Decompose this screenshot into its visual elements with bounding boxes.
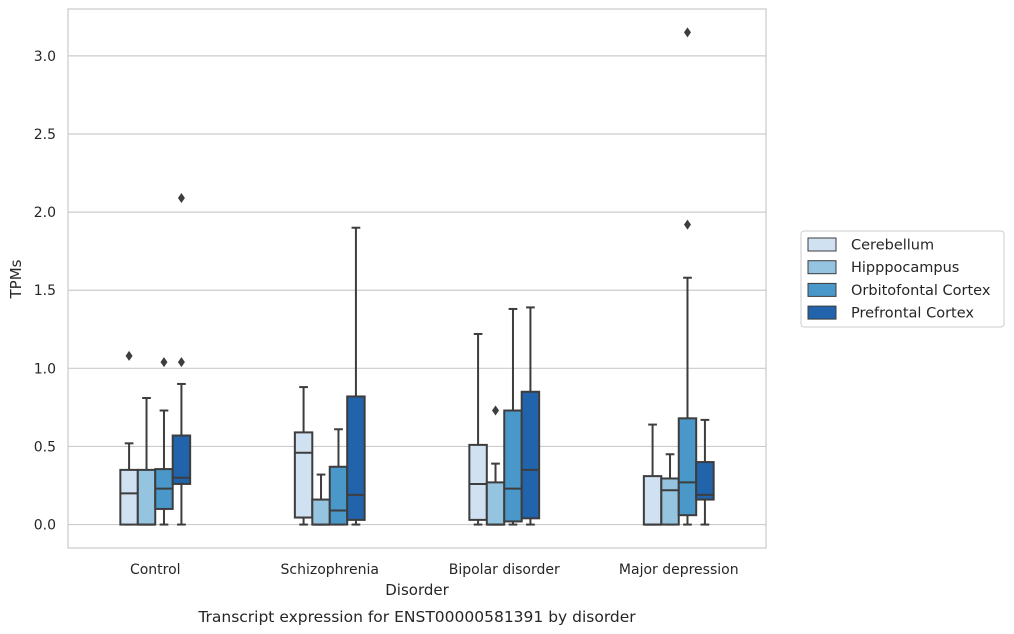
y-tick-label: 2.5 <box>34 127 56 143</box>
x-tick-label: Schizophrenia <box>281 562 379 578</box>
box-hipppocampus <box>485 405 506 526</box>
plot-frame <box>67 8 767 549</box>
y-tick-label: 3.0 <box>34 49 56 65</box>
box-orbitofontal-cortex <box>154 357 174 526</box>
outlier-point <box>160 357 168 368</box>
box-hipppocampus <box>660 453 680 526</box>
box-iqr <box>677 417 698 517</box>
box-iqr <box>520 390 541 520</box>
outlier-point <box>683 27 691 38</box>
legend: Cerebellum Hipppocampus Orbitofontal Corte… <box>800 230 1005 328</box>
box-plots <box>119 27 715 526</box>
box-iqr <box>660 477 680 526</box>
box-iqr <box>136 468 157 526</box>
y-axis-label: TPMs <box>7 259 25 299</box>
legend-label: Cerebellum <box>851 238 934 254</box>
box-prefrontal-cortex <box>695 418 715 526</box>
outlier-point <box>492 405 500 416</box>
box-iqr <box>695 461 715 501</box>
box-hipppocampus <box>136 397 157 526</box>
outlier-point <box>125 350 133 361</box>
box-cerebellum <box>293 386 314 526</box>
box-iqr <box>503 409 523 523</box>
box-iqr <box>293 431 314 519</box>
box-iqr <box>468 443 488 521</box>
box-cerebellum <box>468 332 488 526</box>
legend-swatch <box>807 305 837 320</box>
box-prefrontal-cortex <box>346 226 366 526</box>
y-tick-label: 1.5 <box>34 283 56 299</box>
box-iqr <box>642 475 663 526</box>
box-iqr <box>346 395 366 521</box>
legend-label: Orbitofontal Cortex <box>851 283 991 299</box>
legend-swatch <box>807 237 837 252</box>
box-prefrontal-cortex <box>520 306 541 526</box>
box-iqr <box>311 498 331 526</box>
box-prefrontal-cortex <box>171 193 192 526</box>
legend-swatch <box>807 282 837 297</box>
box-iqr <box>119 468 139 526</box>
box-iqr <box>485 481 506 526</box>
y-tick-label: 0.5 <box>34 439 56 455</box>
y-tick-label: 2.0 <box>34 205 56 221</box>
x-tick-label: Major depression <box>619 562 739 578</box>
legend-frame <box>800 230 1005 328</box>
x-axis-label: Disorder <box>385 581 449 599</box>
x-tick-label: Bipolar disorder <box>449 562 560 578</box>
box-iqr <box>328 465 349 526</box>
legend-swatch <box>807 260 837 275</box>
legend-label: Prefrontal Cortex <box>851 306 974 322</box>
outlier-point <box>683 219 691 230</box>
box-orbitofontal-cortex <box>677 27 698 526</box>
box-orbitofontal-cortex <box>328 428 349 526</box>
box-cerebellum <box>642 423 663 526</box>
chart-caption: Transcript expression for ENST0000058139… <box>197 608 636 626</box>
legend-label: Hipppocampus <box>851 260 959 276</box>
y-tick-label: 1.0 <box>34 361 56 377</box>
y-tick-label: 0.0 <box>34 518 56 534</box>
outlier-point <box>177 193 185 204</box>
y-axis-ticks: 0.0 0.5 1.0 1.5 2.0 2.5 3.0 <box>34 49 56 534</box>
box-cerebellum <box>119 350 139 526</box>
box-hipppocampus <box>311 473 331 526</box>
x-axis-ticks: Control Schizophrenia Bipolar disorder Majo… <box>130 562 739 578</box>
box-iqr <box>171 434 192 485</box>
outlier-point <box>177 357 185 368</box>
x-tick-label: Control <box>130 562 181 578</box>
box-orbitofontal-cortex <box>503 307 523 526</box>
